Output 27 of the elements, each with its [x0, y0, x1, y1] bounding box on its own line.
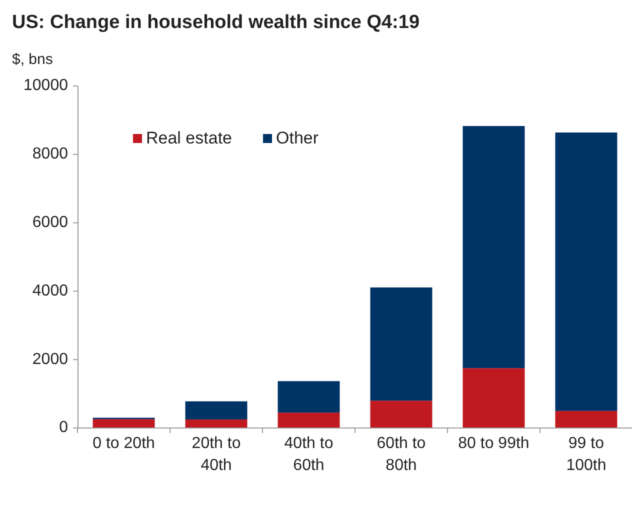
bar: [370, 400, 432, 428]
x-tick-label: 0 to 20th: [92, 435, 155, 452]
y-tick-label: 4000: [32, 282, 68, 300]
bar: [462, 126, 525, 368]
bar: [185, 401, 248, 420]
bar: [370, 287, 432, 401]
x-tick-label: 20th to 40th: [192, 435, 241, 474]
x-tick-label: 60th to 80th: [376, 435, 426, 474]
y-axis-title: $, bns: [12, 51, 53, 68]
bar: [555, 410, 618, 428]
y-tick-label: 10000: [24, 77, 68, 94]
bar: [185, 419, 248, 428]
y-tick-label: 8000: [32, 146, 68, 163]
y-tick-label: 0: [59, 419, 68, 436]
bar: [278, 412, 340, 428]
x-tick-label: 40th to 60th: [284, 435, 334, 474]
y-tick-label: 6000: [32, 214, 68, 232]
y-tick-label: 2000: [32, 350, 68, 368]
x-tick-label: 99 to 100th: [566, 435, 606, 474]
bar: [462, 368, 525, 428]
x-tick-label: 80 to 99th: [458, 435, 530, 452]
bar: [278, 381, 340, 413]
bar: [92, 419, 155, 428]
bar: [555, 132, 618, 411]
chart-title: US: Change in household wealth since Q4:19: [12, 12, 420, 33]
legend-label: Other: [276, 128, 319, 148]
legend-label: Real estate: [146, 128, 232, 148]
